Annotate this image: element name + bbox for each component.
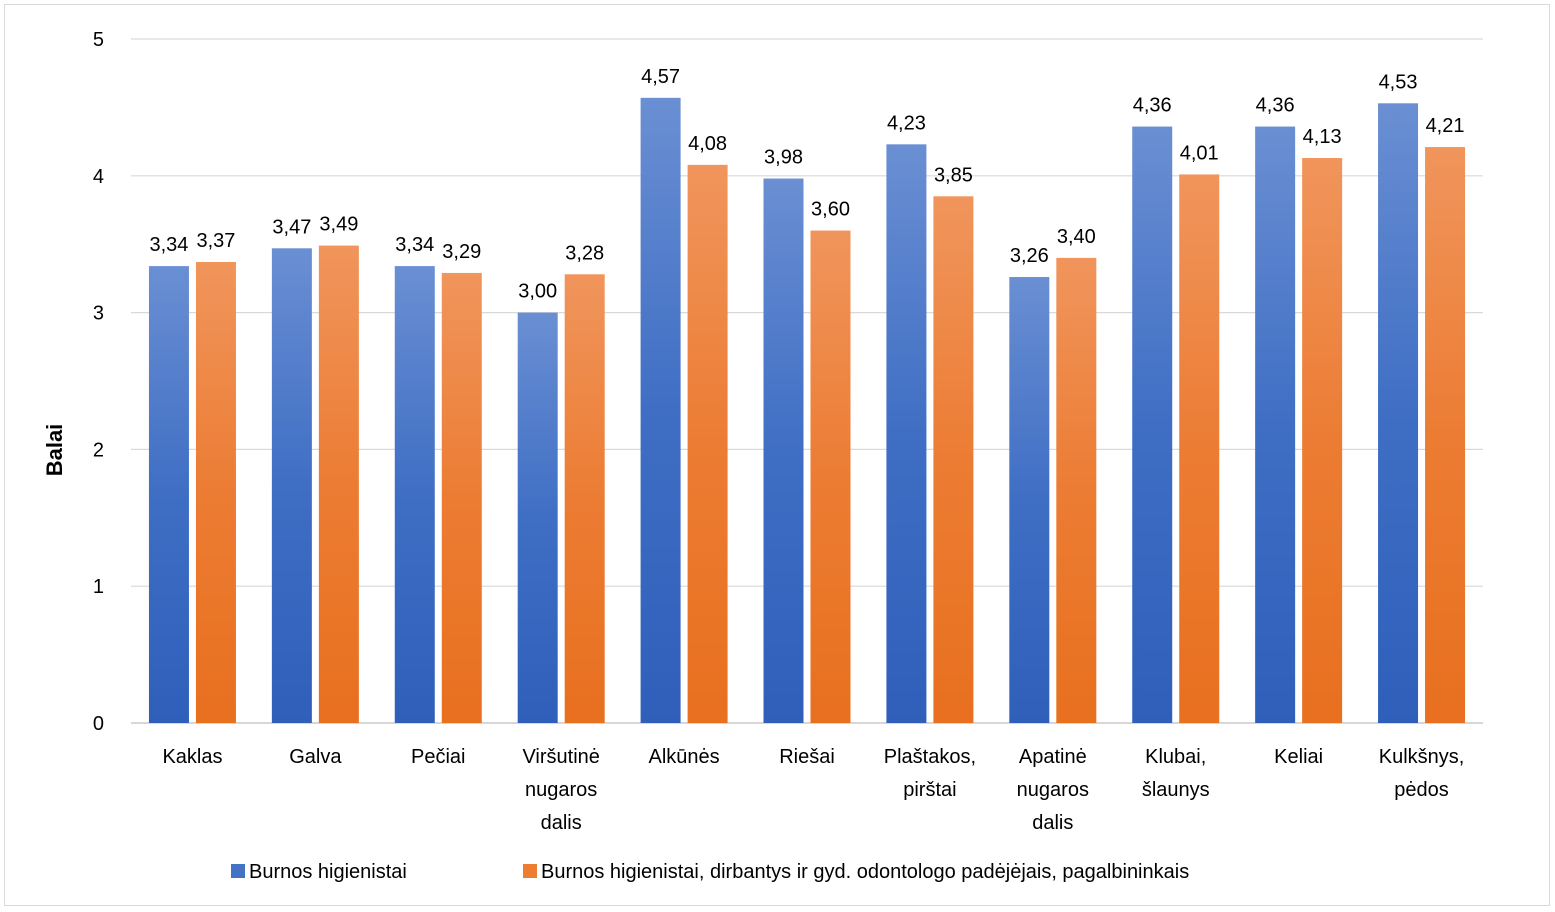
y-tick-label: 4 (93, 166, 104, 188)
data-label: 3,40 (1057, 226, 1096, 248)
data-labels: 3,34 3,37 3,47 3,49 3,34 3,29 3,00 3,28 4,57 4,08… (149, 66, 1464, 303)
data-label: 4,08 (688, 133, 727, 155)
x-tick-label-line: Alkūnės (649, 746, 720, 768)
bar-series-1 (1255, 126, 1296, 723)
y-tick-label: 3 (93, 303, 104, 325)
x-tick-label: Kulkšnys, pėdos (1379, 746, 1465, 801)
bar-series-2 (1056, 257, 1097, 723)
x-tick-label-line: pėdos (1394, 779, 1449, 801)
data-label: 3,47 (272, 216, 311, 238)
data-label: 4,01 (1180, 142, 1219, 164)
bar-series-1 (517, 312, 558, 723)
y-tick-label: 5 (93, 29, 104, 51)
x-tick-label: Galva (289, 746, 342, 768)
bar-series-2 (1179, 174, 1220, 723)
x-tick-label: Viršutinė nugaros dalis (522, 746, 599, 834)
data-label: 3,37 (196, 230, 235, 252)
bar-series-1 (1132, 126, 1173, 723)
data-label: 3,85 (934, 164, 973, 186)
y-tick-label: 2 (93, 439, 104, 461)
legend-label-2: Burnos higienistai, dirbantys ir gyd. od… (541, 861, 1189, 883)
data-label: 3,98 (764, 147, 803, 169)
x-tick-label: Plaštakos, pirštai (884, 746, 976, 801)
bar-series-1 (763, 178, 804, 723)
data-label: 4,23 (887, 112, 926, 134)
x-tick-label-line: Pečiai (411, 746, 465, 768)
x-tick-label-line: nugaros (1017, 779, 1089, 801)
data-label: 4,36 (1256, 95, 1295, 117)
bars (148, 97, 1466, 724)
x-tick-label-line: Galva (289, 746, 342, 768)
y-tick-label: 1 (93, 576, 104, 598)
data-label: 3,34 (149, 234, 188, 256)
data-label: 3,00 (518, 281, 557, 303)
x-tick-label-line: nugaros (525, 779, 597, 801)
bar-series-2 (687, 164, 728, 723)
x-tick-label-line: Keliai (1274, 746, 1323, 768)
x-tick-label-line: Kaklas (162, 746, 222, 768)
bar-series-2 (1302, 158, 1343, 724)
bar-series-1 (394, 266, 435, 723)
bar-series-1 (1009, 277, 1050, 723)
x-tick-label: Keliai (1274, 746, 1323, 768)
y-axis-label: Balai (42, 424, 67, 477)
bar-series-2 (564, 274, 605, 723)
x-tick-label: Pečiai (411, 746, 465, 768)
x-tick-label-line: Plaštakos, (884, 746, 976, 768)
bar-series-2 (810, 230, 851, 723)
x-axis-ticks: Kaklas Galva Pečiai Viršutinė nugaros dalis Al… (162, 746, 1464, 834)
chart-frame: 0 1 2 3 4 5 3,34 3,37 3,47 3,49 3,34 3,29 3,00 3,28 4… (4, 4, 1550, 906)
x-tick-label-line: Riešai (779, 746, 835, 768)
bar-series-2 (195, 261, 236, 723)
x-tick-label: Riešai (779, 746, 835, 768)
data-label: 4,57 (641, 66, 680, 88)
bar-series-1 (640, 97, 681, 724)
bar-series-1 (1378, 103, 1419, 723)
x-tick-label-line: dalis (541, 812, 582, 834)
x-tick-label-line: dalis (1032, 812, 1073, 834)
data-label: 4,53 (1379, 71, 1418, 93)
legend-swatch-2 (523, 864, 537, 878)
x-tick-label-line: Apatinė (1019, 746, 1087, 768)
data-label: 3,26 (1010, 245, 1049, 267)
x-tick-label-line: Klubai, (1145, 746, 1206, 768)
data-label: 4,13 (1303, 126, 1342, 148)
y-axis-ticks: 0 1 2 3 4 5 (93, 29, 104, 735)
x-tick-label-line: pirštai (903, 779, 956, 801)
data-label: 3,29 (442, 241, 481, 263)
legend: Burnos higienistai Burnos higienistai, di… (231, 861, 1189, 883)
bar-chart: 0 1 2 3 4 5 3,34 3,37 3,47 3,49 3,34 3,29 3,00 3,28 4… (42, 29, 1483, 883)
bar-series-1 (271, 248, 312, 723)
data-label: 3,60 (811, 199, 850, 221)
x-tick-label: Alkūnės (649, 746, 720, 768)
data-label: 4,21 (1426, 115, 1465, 137)
x-tick-label: Kaklas (162, 746, 222, 768)
y-tick-label: 0 (93, 713, 104, 735)
data-label: 3,34 (395, 234, 434, 256)
data-label: 4,36 (1133, 95, 1172, 117)
x-tick-label-line: šlaunys (1142, 779, 1210, 801)
bar-series-2 (933, 196, 974, 723)
x-tick-label-line: Viršutinė (522, 746, 599, 768)
x-tick-label-line: Kulkšnys, (1379, 746, 1465, 768)
legend-swatch-1 (231, 864, 245, 878)
bar-series-2 (441, 272, 482, 723)
bar-series-2 (318, 245, 359, 723)
bar-series-1 (148, 266, 189, 723)
data-label: 3,28 (565, 242, 604, 264)
data-label: 3,49 (319, 214, 358, 236)
bar-series-2 (1425, 147, 1466, 723)
x-tick-label: Apatinė nugaros dalis (1017, 746, 1089, 834)
legend-label-1: Burnos higienistai (249, 861, 407, 883)
bar-series-1 (886, 144, 927, 723)
x-tick-label: Klubai, šlaunys (1142, 746, 1210, 801)
